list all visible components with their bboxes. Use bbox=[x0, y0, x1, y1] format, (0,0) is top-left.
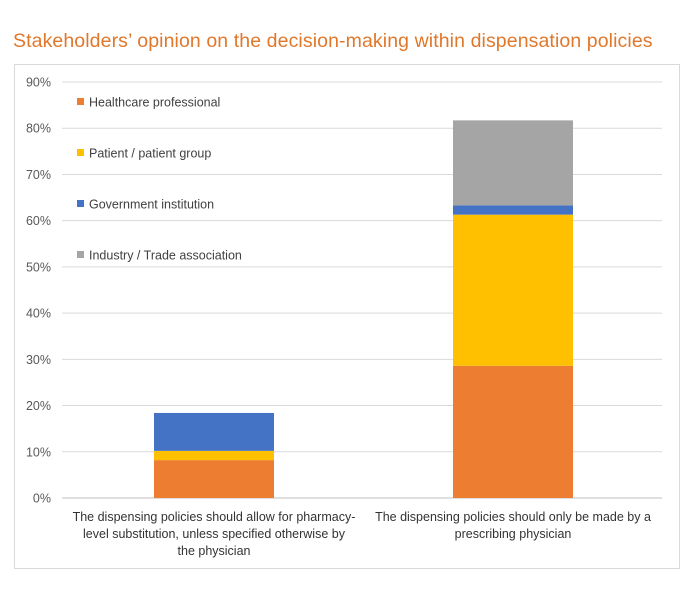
legend-swatch bbox=[77, 200, 84, 207]
legend: Healthcare professional Patient / patient… bbox=[77, 96, 242, 263]
bars bbox=[154, 120, 573, 498]
y-tick-label: 50% bbox=[26, 260, 51, 274]
x-axis-categories: The dispensing policies should allow for… bbox=[73, 510, 651, 558]
bar-segment bbox=[453, 205, 573, 215]
y-tick-label: 80% bbox=[26, 122, 51, 136]
bar-segment bbox=[453, 214, 573, 366]
chart-frame bbox=[14, 64, 680, 569]
legend-swatch bbox=[77, 149, 84, 156]
y-tick-label: 70% bbox=[26, 168, 51, 182]
bar-segment bbox=[154, 450, 274, 461]
y-tick-label: 60% bbox=[26, 214, 51, 228]
y-tick-label: 90% bbox=[26, 76, 51, 90]
chart-title: Stakeholders’ opinion on the decision-ma… bbox=[13, 30, 653, 52]
y-tick-label: 20% bbox=[26, 399, 51, 413]
y-tick-label: 30% bbox=[26, 353, 51, 367]
y-tick-label: 0% bbox=[33, 492, 51, 506]
legend-label: Industry / Trade association bbox=[89, 249, 242, 263]
legend-label: Healthcare professional bbox=[89, 96, 220, 110]
legend-swatch bbox=[77, 98, 84, 105]
y-tick-label: 10% bbox=[26, 445, 51, 459]
bar-segment bbox=[453, 120, 573, 206]
bar-segment bbox=[154, 412, 274, 451]
bar-segment bbox=[154, 460, 274, 498]
x-category-label: The dispensing policies should allow for… bbox=[73, 510, 356, 558]
x-category-label: The dispensing policies should only be m… bbox=[375, 510, 651, 541]
y-tick-label: 40% bbox=[26, 307, 51, 321]
legend-swatch bbox=[77, 251, 84, 258]
legend-label: Patient / patient group bbox=[89, 147, 211, 161]
bar-segment bbox=[453, 365, 573, 498]
y-axis-ticks: 0% 10% 20% 30% 40% 50% 60% 70% 80% 90% bbox=[26, 76, 51, 506]
legend-label: Government institution bbox=[89, 198, 214, 212]
